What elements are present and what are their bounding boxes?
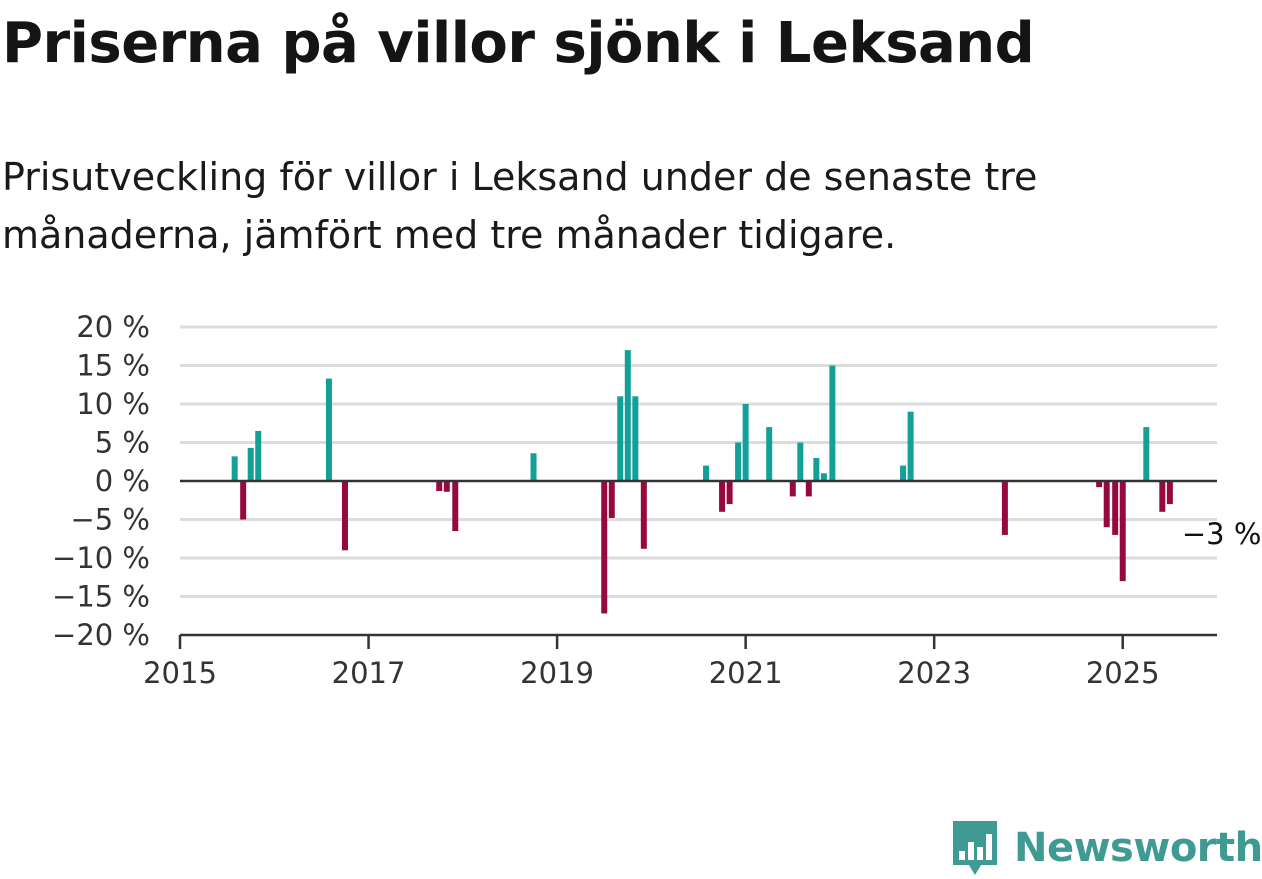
bar-negative xyxy=(341,481,348,551)
bar-negative xyxy=(1119,481,1126,582)
y-tick-label: 0 % xyxy=(95,464,150,498)
bar-positive xyxy=(325,378,332,481)
bar-positive xyxy=(766,427,773,481)
y-tick-label: −10 % xyxy=(52,541,150,575)
axes xyxy=(178,479,1217,649)
y-tick-label: −15 % xyxy=(52,580,150,614)
bar-negative xyxy=(1096,481,1103,488)
bar-negative xyxy=(240,481,247,520)
gridlines xyxy=(180,325,1217,598)
y-tick-label: 15 % xyxy=(76,349,150,383)
bar-negative xyxy=(608,481,615,518)
bar-negative xyxy=(1112,481,1119,535)
bar-positive xyxy=(813,457,820,481)
bar-positive xyxy=(624,350,631,481)
bar-positive xyxy=(829,365,836,481)
chart-title: Priserna på villor sjönk i Leksand xyxy=(2,11,1035,76)
y-tick-label: −5 % xyxy=(70,503,150,537)
bar-negative xyxy=(789,481,796,497)
y-tick-label: 10 % xyxy=(76,387,150,421)
bar-positive xyxy=(255,430,262,481)
x-axis-labels: 2015 2017 2019 2021 2023 2025 xyxy=(143,656,1160,690)
y-tick-label: −20 % xyxy=(52,618,150,652)
brand-name: Newsworthy xyxy=(1014,825,1262,871)
bar-positive xyxy=(703,465,710,481)
newsworthy-logo-icon xyxy=(953,821,997,875)
bar-negative xyxy=(1001,481,1008,535)
y-tick-label: 20 % xyxy=(76,310,150,344)
bar-positive xyxy=(530,453,537,481)
bar-negative xyxy=(726,481,733,505)
x-tick-label: 2017 xyxy=(332,656,406,690)
x-tick-label: 2023 xyxy=(897,656,971,690)
bar-positive xyxy=(742,404,749,481)
bar-negative xyxy=(601,481,608,614)
bar-negative xyxy=(443,481,450,492)
bar-negative xyxy=(640,481,647,549)
bar-positive xyxy=(632,396,639,481)
x-tick-label: 2015 xyxy=(143,656,217,690)
bar-positive xyxy=(247,447,254,481)
bar-negative xyxy=(452,481,459,532)
bar-negative xyxy=(719,481,726,512)
bar-positive xyxy=(797,442,804,481)
bar-negative xyxy=(1166,481,1173,505)
bars xyxy=(231,350,1173,614)
bar-negative xyxy=(1159,481,1166,512)
bar-positive xyxy=(1143,427,1150,481)
bar-negative xyxy=(1103,481,1110,528)
y-tick-label: 5 % xyxy=(95,426,150,460)
newsworthy-logo: Newsworthy xyxy=(950,818,1262,878)
chart-subtitle: Prisutveckling för villor i Leksand unde… xyxy=(2,155,1038,257)
x-tick-label: 2025 xyxy=(1086,656,1160,690)
bar-positive xyxy=(617,396,624,481)
x-tick-label: 2021 xyxy=(709,656,783,690)
last-value-annotation: −3 % xyxy=(1182,517,1262,551)
bar-negative xyxy=(436,481,443,492)
bar-positive xyxy=(907,411,914,481)
bar-positive xyxy=(900,465,907,481)
bar-positive xyxy=(820,473,827,481)
x-tick-label: 2019 xyxy=(520,656,594,690)
bar-chart: 20 % 15 % 10 % 5 % 0 % −5 % −10 % −15 % −20 % 20… xyxy=(52,310,1262,690)
bar-positive xyxy=(231,456,238,481)
bar-positive xyxy=(735,442,742,481)
bar-negative xyxy=(805,481,812,497)
y-axis-labels: 20 % 15 % 10 % 5 % 0 % −5 % −10 % −15 % −20 % xyxy=(52,310,150,652)
